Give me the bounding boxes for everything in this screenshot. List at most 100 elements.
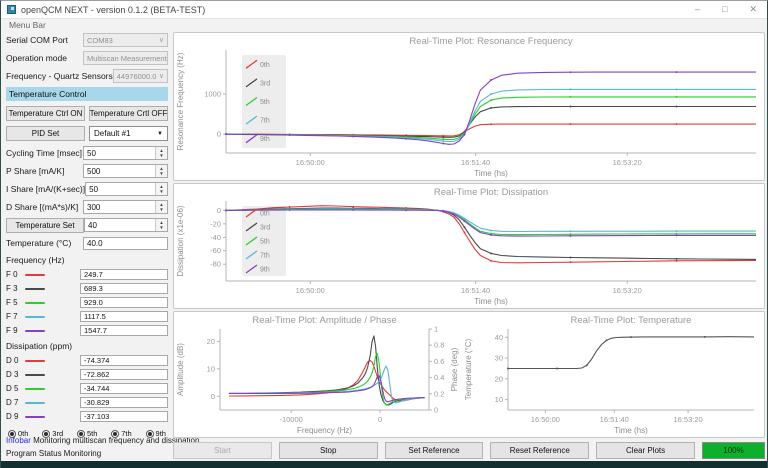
- d0-label: D 0: [6, 356, 19, 365]
- spinner-arrows-icon[interactable]: ▲ ▼: [155, 201, 167, 213]
- p-share-row: P Share [mA/K] 500 ▲ ▼: [6, 164, 168, 178]
- svg-text:16:53:20: 16:53:20: [613, 158, 642, 167]
- radio-selected-icon: [42, 429, 51, 438]
- f7-color-swatch: [25, 315, 45, 318]
- f9-color-swatch: [25, 329, 45, 332]
- maximize-icon[interactable]: □: [722, 4, 728, 14]
- cycling-time-stepper[interactable]: 50 ▲ ▼: [83, 146, 168, 160]
- dissipation-section-label: Dissipation (ppm): [6, 341, 73, 351]
- svg-text:Time (hs): Time (hs): [474, 297, 508, 306]
- minimize-icon[interactable]: –: [695, 4, 701, 14]
- amplitude-phase-chart[interactable]: Real-Time Plot: Amplitude / Phase -10000 0…: [174, 312, 462, 437]
- spinner-arrows-icon[interactable]: ▲ ▼: [155, 147, 167, 159]
- radio-9th-label: 9th: [155, 429, 166, 438]
- action-bar: Start Stop Set Reference Reset Reference…: [173, 442, 765, 459]
- radio-5th[interactable]: 5th: [76, 429, 98, 438]
- radio-selected-icon: [145, 429, 154, 438]
- d3-color-swatch: [25, 373, 45, 376]
- spinner-arrows-icon[interactable]: ▲ ▼: [155, 183, 167, 195]
- resonance-frequency-chart[interactable]: Real-Time Plot: Resonance Frequency 16:50…: [174, 33, 764, 180]
- radio-9th[interactable]: 9th: [145, 429, 166, 438]
- com-port-select[interactable]: COM83 ∨: [83, 33, 168, 47]
- pid-preset-select[interactable]: Default #1 ▼: [89, 126, 168, 141]
- svg-text:-40: -40: [210, 233, 221, 242]
- svg-text:20: 20: [495, 374, 503, 383]
- infobar-prefix: Infobar: [6, 436, 31, 445]
- temperature-set-stepper[interactable]: 40 ▲ ▼: [84, 218, 168, 232]
- d-share-stepper[interactable]: 300 ▲ ▼: [83, 200, 168, 214]
- window-title: openQCM NEXT - version 0.1.2 (BETA-TEST): [21, 4, 206, 15]
- temperature-readout-label: Temperature (°C): [6, 238, 72, 248]
- i-share-row: I Share [mA/(K+sec)] 50 ▲ ▼: [6, 182, 168, 196]
- window-controls: – □ ✕: [695, 4, 761, 15]
- temperature-ctrl-on-button[interactable]: Temperature Ctrl ON: [6, 106, 85, 121]
- temperature-chart[interactable]: Real-Time Plot: Temperature 16:50:00 16:51…: [462, 312, 764, 437]
- spinner-arrows-icon[interactable]: ▲ ▼: [155, 165, 167, 177]
- svg-text:Real-Time Plot: Temperature: Real-Time Plot: Temperature: [571, 315, 692, 326]
- d5-label: D 5: [6, 384, 19, 393]
- com-port-label: Serial COM Port: [6, 35, 68, 45]
- svg-text:1: 1: [434, 325, 438, 334]
- quartz-frequency-row: Frequency - Quartz Sensors 44976000.0 ∨: [6, 69, 168, 83]
- radio-0th[interactable]: 0th: [8, 429, 28, 438]
- radio-7th[interactable]: 7th: [111, 429, 132, 438]
- temperature-readout-row: Temperature (°C) 40.0: [6, 236, 168, 250]
- f5-label: F 5: [6, 298, 18, 307]
- set-reference-button[interactable]: Set Reference: [384, 442, 484, 459]
- temperature-ctrl-off-button[interactable]: Temperature Crtl OFF: [89, 106, 168, 121]
- dropdown-arrow-icon: ▼: [157, 130, 163, 137]
- radio-selected-icon: [8, 429, 16, 438]
- pid-set-button[interactable]: PID Set: [6, 126, 85, 141]
- f7-label: F 7: [6, 312, 18, 321]
- p-share-value: 500: [87, 167, 101, 176]
- clear-plots-button[interactable]: Clear Plots: [596, 442, 695, 459]
- frequency-row-f9: F 9 1547.7: [6, 325, 168, 336]
- pid-row: PID Set Default #1 ▼: [6, 126, 168, 141]
- svg-text:9th: 9th: [260, 136, 270, 143]
- f0-label: F 0: [6, 270, 18, 279]
- radio-0th-label: 0th: [18, 429, 29, 438]
- svg-text:Resonance Frequency (Hz): Resonance Frequency (Hz): [176, 52, 185, 150]
- spinner-arrows-icon[interactable]: ▲ ▼: [155, 219, 167, 231]
- start-button[interactable]: Start: [173, 442, 272, 459]
- svg-text:16:50:00: 16:50:00: [531, 415, 560, 424]
- d0-color-swatch: [25, 359, 45, 362]
- svg-text:Time (hs): Time (hs): [614, 426, 648, 435]
- radio-7th-label: 7th: [121, 429, 132, 438]
- temperature-readout-field: 40.0: [83, 236, 168, 250]
- menu-bar[interactable]: Menu Bar: [9, 20, 46, 30]
- svg-text:7th: 7th: [260, 253, 270, 260]
- operation-mode-select[interactable]: Multiscan Measurement ∨: [83, 51, 168, 65]
- frequency-row-f0: F 0 249.7: [6, 269, 168, 280]
- infobar: Infobar Monitoring multiscan frequency a…: [6, 436, 199, 445]
- d7-color-swatch: [25, 401, 45, 404]
- overtone-selector: 0th 3rd 5th 7th 9th: [8, 429, 166, 438]
- dissipation-row-d5: D 5 -34.744: [6, 383, 168, 394]
- radio-3rd[interactable]: 3rd: [42, 429, 63, 438]
- svg-text:40: 40: [495, 333, 503, 342]
- chevron-down-icon: ∨: [158, 37, 164, 44]
- control-panel: Serial COM Port COM83 ∨ Operation mode M…: [4, 33, 199, 461]
- temperature-set-button[interactable]: Temperature Set: [6, 217, 85, 233]
- chevron-down-icon: ∨: [158, 73, 164, 80]
- svg-text:3rd: 3rd: [260, 80, 270, 87]
- stop-button[interactable]: Stop: [278, 442, 378, 459]
- quartz-frequency-select[interactable]: 44976000.0 ∨: [112, 69, 168, 83]
- d5-color-swatch: [25, 387, 45, 390]
- radio-5th-label: 5th: [86, 429, 98, 438]
- d5-value-field: -34.744: [80, 383, 168, 394]
- dissipation-chart[interactable]: Real-Time Plot: Dissipation 16:50:00 16:51…: [174, 184, 764, 308]
- svg-text:20: 20: [207, 337, 215, 346]
- svg-text:-60: -60: [210, 246, 221, 255]
- i-share-stepper[interactable]: 50 ▲ ▼: [85, 182, 168, 196]
- reset-reference-button[interactable]: Reset Reference: [490, 442, 590, 459]
- p-share-stepper[interactable]: 500 ▲ ▼: [83, 164, 168, 178]
- svg-text:0: 0: [378, 415, 382, 424]
- svg-text:16:50:00: 16:50:00: [296, 286, 325, 295]
- i-share-label: I Share [mA/(K+sec)]: [6, 184, 86, 194]
- frequency-row-f7: F 7 1117.5: [6, 311, 168, 322]
- quartz-frequency-value: 44976000.0: [116, 71, 157, 81]
- svg-text:16:53:20: 16:53:20: [673, 415, 702, 424]
- close-icon[interactable]: ✕: [749, 4, 757, 14]
- svg-text:Frequency (Hz): Frequency (Hz): [297, 426, 352, 435]
